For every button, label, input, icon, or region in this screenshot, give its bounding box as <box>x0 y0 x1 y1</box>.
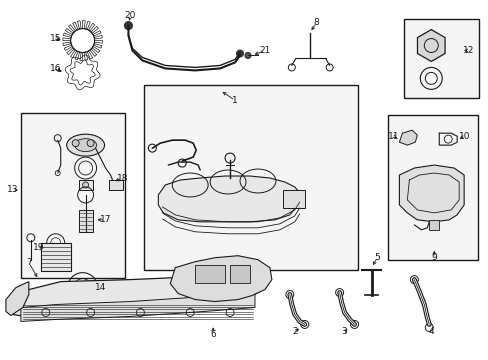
Circle shape <box>87 140 94 147</box>
Text: 13: 13 <box>7 185 19 194</box>
Bar <box>229 265 249 283</box>
Polygon shape <box>399 165 463 222</box>
Polygon shape <box>399 130 416 145</box>
Polygon shape <box>170 256 271 302</box>
Circle shape <box>236 50 243 57</box>
Text: 12: 12 <box>463 46 474 55</box>
Text: 10: 10 <box>458 132 470 141</box>
Text: 3: 3 <box>341 327 347 336</box>
Polygon shape <box>11 268 260 318</box>
Polygon shape <box>417 30 444 62</box>
Text: 18: 18 <box>117 174 128 183</box>
Circle shape <box>244 53 250 58</box>
Text: 20: 20 <box>124 11 136 20</box>
Bar <box>41 243 71 271</box>
Text: 8: 8 <box>313 18 319 27</box>
Bar <box>195 265 224 283</box>
Text: 4: 4 <box>427 327 433 336</box>
Ellipse shape <box>66 134 104 156</box>
Polygon shape <box>158 176 299 222</box>
Bar <box>387 115 477 260</box>
Text: 7: 7 <box>26 258 32 267</box>
Text: 14: 14 <box>95 283 106 292</box>
Polygon shape <box>6 282 29 315</box>
Text: 16: 16 <box>50 64 61 73</box>
Circle shape <box>124 22 132 30</box>
Bar <box>21 113 125 278</box>
Polygon shape <box>21 291 254 321</box>
Text: 1: 1 <box>232 96 238 105</box>
Bar <box>79 210 92 232</box>
Ellipse shape <box>75 139 96 152</box>
Bar <box>79 180 92 190</box>
Text: 5: 5 <box>374 253 380 262</box>
Text: 21: 21 <box>259 46 270 55</box>
Text: 6: 6 <box>210 330 216 339</box>
Bar <box>108 180 123 190</box>
Text: 15: 15 <box>50 34 61 43</box>
Text: 17: 17 <box>100 215 111 224</box>
Bar <box>144 85 357 270</box>
Circle shape <box>72 140 79 147</box>
Circle shape <box>82 182 88 188</box>
Bar <box>282 190 304 208</box>
Text: 11: 11 <box>387 132 398 141</box>
Bar <box>404 19 478 98</box>
Text: 9: 9 <box>430 253 436 262</box>
Bar <box>428 220 438 230</box>
Text: 2: 2 <box>291 327 297 336</box>
Text: 19: 19 <box>33 243 44 252</box>
